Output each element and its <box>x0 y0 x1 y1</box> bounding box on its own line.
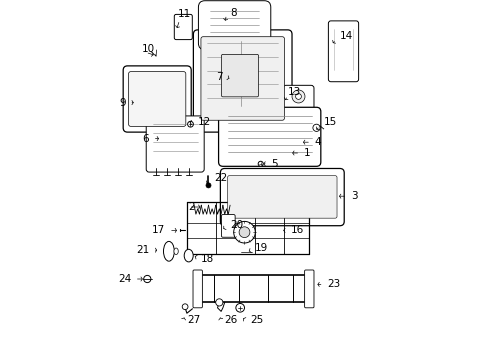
Text: 24: 24 <box>118 274 131 284</box>
Text: 23: 23 <box>326 279 340 289</box>
Text: 15: 15 <box>323 117 336 127</box>
Text: 25: 25 <box>249 315 263 325</box>
Ellipse shape <box>174 248 178 255</box>
Circle shape <box>143 275 151 283</box>
Text: 6: 6 <box>142 134 149 144</box>
Circle shape <box>235 303 244 312</box>
FancyBboxPatch shape <box>218 107 320 166</box>
Text: 8: 8 <box>230 8 236 18</box>
Text: 20: 20 <box>230 220 243 230</box>
Text: 14: 14 <box>339 31 352 41</box>
FancyBboxPatch shape <box>123 66 191 132</box>
Text: 21: 21 <box>136 245 149 255</box>
Circle shape <box>258 161 263 166</box>
Circle shape <box>205 183 211 188</box>
Circle shape <box>182 304 187 310</box>
Circle shape <box>312 124 320 131</box>
Ellipse shape <box>184 249 193 262</box>
Text: 13: 13 <box>287 87 300 97</box>
Text: 22: 22 <box>213 173 227 183</box>
Circle shape <box>295 94 301 99</box>
FancyBboxPatch shape <box>328 21 358 82</box>
Circle shape <box>233 221 255 243</box>
FancyBboxPatch shape <box>193 30 291 132</box>
Text: 10: 10 <box>142 44 155 54</box>
Circle shape <box>239 227 249 238</box>
Text: 11: 11 <box>178 9 191 19</box>
Text: 17: 17 <box>152 225 165 235</box>
FancyBboxPatch shape <box>227 176 336 218</box>
Text: 5: 5 <box>271 159 278 169</box>
Text: 3: 3 <box>350 191 357 201</box>
Text: 4: 4 <box>314 137 321 147</box>
FancyBboxPatch shape <box>221 215 235 237</box>
Text: 18: 18 <box>201 254 214 264</box>
FancyBboxPatch shape <box>193 270 202 308</box>
FancyBboxPatch shape <box>283 85 313 116</box>
FancyBboxPatch shape <box>146 116 204 172</box>
Text: 12: 12 <box>197 117 210 127</box>
Text: 2: 2 <box>188 202 195 212</box>
FancyBboxPatch shape <box>174 14 192 40</box>
FancyBboxPatch shape <box>221 54 258 97</box>
Text: 16: 16 <box>291 225 304 235</box>
Text: 9: 9 <box>119 98 125 108</box>
FancyBboxPatch shape <box>220 168 344 226</box>
Circle shape <box>291 90 305 103</box>
Text: 26: 26 <box>224 315 238 325</box>
FancyBboxPatch shape <box>201 37 284 120</box>
FancyBboxPatch shape <box>198 1 270 50</box>
Circle shape <box>215 299 223 306</box>
Text: 19: 19 <box>255 243 268 253</box>
Circle shape <box>187 121 193 127</box>
Text: 27: 27 <box>186 315 200 325</box>
Text: 7: 7 <box>216 72 223 82</box>
FancyBboxPatch shape <box>128 72 185 126</box>
Ellipse shape <box>163 241 174 261</box>
Text: 1: 1 <box>303 148 310 158</box>
FancyBboxPatch shape <box>304 270 313 308</box>
